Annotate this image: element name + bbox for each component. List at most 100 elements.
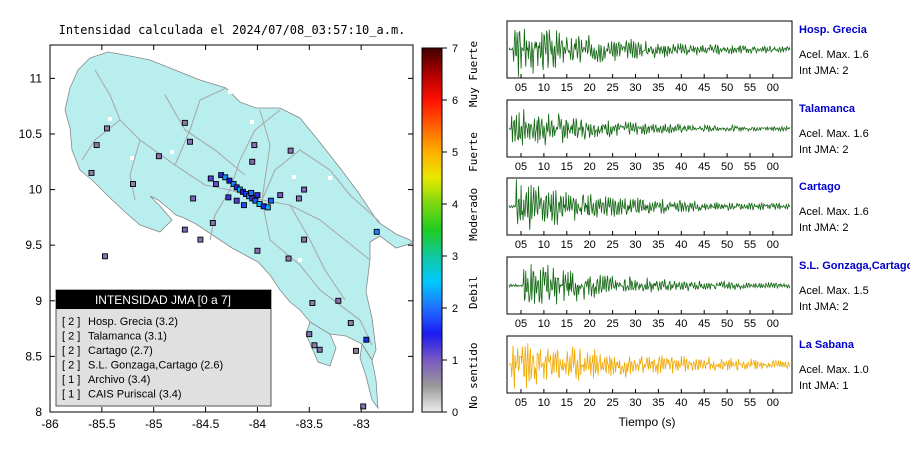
station-marker xyxy=(93,142,100,149)
station-intensity: Int JMA: 1 xyxy=(799,380,849,392)
legend-item-label: S.L. Gonzaga,Cartago (2.6) xyxy=(88,360,223,372)
waveform-tick-label: 10 xyxy=(538,239,550,251)
waveform-panel: 05 10 15 20 25 30 35 40 45 50 55 00 Talamanca Acel. M… xyxy=(506,99,869,173)
station-intensity: Int JMA: 2 xyxy=(799,301,849,313)
waveform-panel: 05 10 15 20 25 30 35 40 45 50 55 00 Hosp. Grecia Acel… xyxy=(506,20,869,94)
station-marker xyxy=(306,331,313,338)
map-x-tick-label: -84.5 xyxy=(192,417,220,431)
waveform-tick-label: 30 xyxy=(629,161,641,173)
legend-item-tag: [ 1 ] xyxy=(62,389,80,401)
waveform-tick-label: 00 xyxy=(767,82,779,94)
legend-header xyxy=(56,290,271,309)
station-marker xyxy=(181,226,188,233)
station-marker xyxy=(212,181,219,187)
station-accel: Acel. Max. 1.0 xyxy=(799,364,869,376)
legend-item-label: Talamanca (3.1) xyxy=(88,331,167,343)
waveform-tick-label: 45 xyxy=(698,318,710,330)
colorbar-tick-label: 3 xyxy=(452,251,458,263)
map-y-tick-label: 8 xyxy=(35,405,42,419)
waveform-tick-label: 40 xyxy=(675,82,687,94)
station-accel: Acel. Max. 1.6 xyxy=(799,49,869,61)
station-marker xyxy=(88,169,95,176)
legend-item-label: Hosp. Grecia (3.2) xyxy=(88,316,178,328)
legend-item-label: Archivo (3.4) xyxy=(88,374,150,386)
waveform-tick-label: 50 xyxy=(721,161,733,173)
waveform-tick-label: 55 xyxy=(744,82,756,94)
waveform-tick-label: 10 xyxy=(538,397,550,409)
map-y-axis: 11 10.5 10 9.5 9 8.5 8 xyxy=(19,71,413,419)
waveform-tick-label: 25 xyxy=(606,161,618,173)
station-marker xyxy=(181,119,188,126)
waveform-tick-label: 35 xyxy=(652,82,664,94)
map-x-tick-label: -83.5 xyxy=(296,417,324,431)
waveform-tick-label: 35 xyxy=(652,239,664,251)
waveform-tick-label: 30 xyxy=(629,239,641,251)
intensity-colorbar: 7 6 5 4 3 2 1 0 Muy Fuerte Fuerte Moderado Debil No… xyxy=(421,41,480,419)
map-area xyxy=(64,51,414,410)
waveform-tick-label: 50 xyxy=(721,82,733,94)
legend-item-tag: [ 2 ] xyxy=(62,316,80,328)
waveform-tick-label: 25 xyxy=(606,318,618,330)
map-title: Intensidad calculada el 2024/07/08_03:57… xyxy=(59,23,406,37)
waveform-tick-label: 05 xyxy=(515,318,527,330)
station-marker xyxy=(248,189,255,196)
station-marker xyxy=(187,138,193,145)
map-y-tick-label: 10.5 xyxy=(19,127,43,141)
station-name: La Sabana xyxy=(799,339,855,351)
station-marker xyxy=(277,192,284,199)
station-name: Hosp. Grecia xyxy=(799,24,868,36)
legend-item-label: CAIS Puriscal (3.4) xyxy=(88,389,182,401)
station-accel: Acel. Max. 1.5 xyxy=(799,285,869,297)
waveform-tick-label: 00 xyxy=(767,397,779,409)
waveform-tick-label: 05 xyxy=(515,397,527,409)
map-y-tick-label: 8.5 xyxy=(25,349,42,363)
map-x-tick-label: -86 xyxy=(41,417,59,431)
waveform-tick-label: 05 xyxy=(515,161,527,173)
station-marker xyxy=(209,219,216,226)
map-x-tick-label: -85 xyxy=(145,417,163,431)
waveform-tick-label: 15 xyxy=(561,318,573,330)
station-marker xyxy=(249,158,256,165)
map-x-tick-label: -84 xyxy=(249,417,267,431)
costa-rica-landmass xyxy=(64,51,414,361)
waveform-trace xyxy=(508,109,791,146)
map-y-tick-label: 9 xyxy=(35,294,42,308)
waveform-tick-label: 20 xyxy=(584,318,596,330)
waveform-tick-label: 20 xyxy=(584,397,596,409)
waveform-tick-label: 30 xyxy=(629,318,641,330)
map-x-axis: -86 -85.5 -85 -84.5 -84 -83.5 -83 xyxy=(41,45,370,431)
waveform-tick-label: 35 xyxy=(652,397,664,409)
waveform-tick-label: 40 xyxy=(675,397,687,409)
colorbar-category-label: Fuerte xyxy=(467,132,480,172)
waveform-tick-label: 35 xyxy=(652,161,664,173)
waveform-tick-label: 55 xyxy=(744,397,756,409)
station-marker xyxy=(311,342,318,349)
station-marker xyxy=(301,186,308,193)
colorbar-tick-label: 5 xyxy=(452,147,458,159)
station-marker xyxy=(155,153,162,160)
station-marker xyxy=(254,192,261,199)
colorbar-tick-label: 1 xyxy=(452,355,458,367)
map-x-tick-label: -85.5 xyxy=(88,417,116,431)
station-intensity: Int JMA: 2 xyxy=(799,65,849,77)
station-marker xyxy=(226,177,233,184)
station-marker xyxy=(287,147,294,154)
station-marker xyxy=(373,228,380,235)
colorbar-tick-label: 6 xyxy=(452,95,458,107)
station-marker xyxy=(252,197,259,204)
waveform-panel: 05 10 15 20 25 30 35 40 45 50 55 00 Cartago Acel. Max… xyxy=(506,177,869,251)
legend-item-label: Cartago (2.7) xyxy=(88,345,153,357)
station-marker xyxy=(104,125,110,132)
colorbar-scale xyxy=(421,47,443,413)
station-marker xyxy=(233,197,240,204)
legend-item-tag: [ 1 ] xyxy=(62,374,80,386)
colorbar-category-label: Muy Fuerte xyxy=(467,41,480,107)
station-marker xyxy=(360,403,367,410)
station-marker xyxy=(316,346,323,353)
waveform-tick-label: 10 xyxy=(538,82,550,94)
waveform-tick-label: 15 xyxy=(561,82,573,94)
colorbar-tick-label: 4 xyxy=(452,199,458,211)
waveform-trace xyxy=(508,264,791,305)
station-marker xyxy=(347,320,354,326)
station-marker xyxy=(240,202,247,209)
